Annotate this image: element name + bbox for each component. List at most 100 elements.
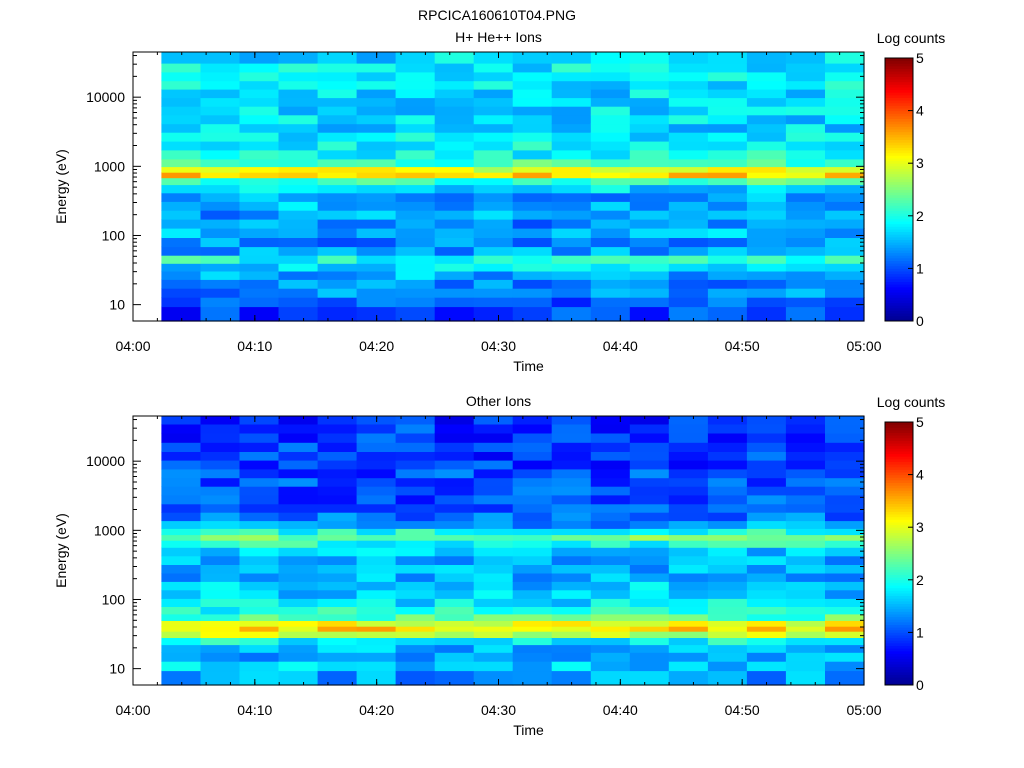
spectrogram-cell bbox=[785, 547, 826, 557]
spectrogram-cell bbox=[551, 106, 592, 116]
spectrogram-cell bbox=[278, 477, 319, 487]
spectrogram-cell bbox=[825, 263, 865, 272]
colorbar-segment bbox=[885, 464, 913, 468]
colorbar-segment bbox=[885, 656, 913, 660]
spectrogram-cell bbox=[395, 132, 436, 142]
spectrogram-cell bbox=[278, 534, 319, 541]
spectrogram-cell bbox=[551, 255, 592, 264]
spectrogram-cell bbox=[161, 423, 201, 434]
spectrogram-cell bbox=[278, 177, 319, 186]
colorbar-segment bbox=[885, 142, 913, 146]
spectrogram-cell bbox=[629, 652, 670, 662]
spectrogram-cell bbox=[512, 201, 553, 211]
spectrogram-cell bbox=[707, 97, 748, 107]
spectrogram-cell bbox=[356, 237, 397, 248]
spectrogram-cell bbox=[785, 184, 826, 194]
spectrogram-cell bbox=[317, 661, 358, 672]
spectrogram-cell bbox=[239, 255, 280, 264]
spectrogram-cell bbox=[629, 644, 670, 653]
spectrogram-cell bbox=[239, 564, 280, 574]
x-tick-label: 04:50 bbox=[725, 338, 760, 354]
spectrogram-cell bbox=[512, 520, 553, 529]
spectrogram-cell bbox=[785, 306, 826, 322]
spectrogram-cell bbox=[395, 477, 436, 487]
spectrogram-cell bbox=[590, 237, 631, 248]
spectrogram-cell bbox=[317, 255, 358, 264]
spectrogram-cell bbox=[590, 80, 631, 90]
spectrogram-cell bbox=[395, 432, 436, 443]
spectrogram-cell bbox=[200, 468, 241, 479]
spectrogram-cell bbox=[512, 620, 553, 627]
spectrogram-cell bbox=[356, 661, 397, 672]
spectrogram-cell bbox=[473, 637, 514, 646]
spectrogram-cell bbox=[551, 512, 592, 522]
spectrogram-cell bbox=[317, 149, 358, 160]
spectrogram-cell bbox=[551, 652, 592, 662]
spectrogram-cell bbox=[473, 306, 514, 322]
colorbar-tick-label: 5 bbox=[916, 414, 924, 430]
colorbar-segment bbox=[885, 682, 913, 686]
spectrogram-cell bbox=[356, 486, 397, 496]
y-tick-label: 100 bbox=[102, 227, 126, 243]
spectrogram-cell bbox=[278, 166, 319, 173]
spectrogram-cell bbox=[434, 572, 475, 582]
spectrogram-cell bbox=[512, 192, 553, 202]
spectrogram-cell bbox=[239, 166, 280, 173]
spectrogram-cell bbox=[434, 219, 475, 229]
spectrogram-cell bbox=[473, 534, 514, 541]
spectrogram-cell bbox=[707, 89, 748, 99]
spectrogram-cell bbox=[278, 149, 319, 160]
spectrogram-cell bbox=[473, 288, 514, 298]
spectrogram-cell bbox=[317, 423, 358, 434]
spectrogram-cell bbox=[551, 192, 592, 202]
colorbar-segment bbox=[885, 160, 913, 164]
spectrogram-cell bbox=[395, 106, 436, 116]
spectrogram-cell bbox=[161, 123, 201, 133]
spectrogram-cell bbox=[356, 644, 397, 653]
spectrogram-cell bbox=[239, 297, 280, 308]
spectrogram-cell bbox=[239, 210, 280, 220]
spectrogram-cell bbox=[629, 564, 670, 574]
spectrogram-cell bbox=[707, 80, 748, 90]
spectrogram-cell bbox=[785, 114, 826, 125]
spectrogram-cell bbox=[551, 237, 592, 248]
spectrogram-cell bbox=[629, 503, 670, 513]
spectrogram-cell bbox=[434, 626, 475, 632]
spectrogram-cell bbox=[551, 177, 592, 186]
spectrogram-cell bbox=[239, 613, 280, 621]
spectrogram-cell bbox=[629, 106, 670, 116]
spectrogram-cell bbox=[395, 237, 436, 248]
spectrogram-cell bbox=[161, 503, 201, 513]
spectrogram-cell bbox=[317, 534, 358, 541]
spectrogram-cell bbox=[707, 228, 748, 238]
colorbar-segment bbox=[885, 624, 913, 628]
spectrogram-cell bbox=[785, 192, 826, 202]
spectrogram-cell bbox=[707, 263, 748, 272]
spectrogram-cell bbox=[590, 279, 631, 289]
spectrogram-cell bbox=[395, 670, 436, 686]
spectrogram-cell bbox=[629, 432, 670, 443]
spectrogram-cell bbox=[434, 297, 475, 308]
spectrogram-cell bbox=[825, 192, 865, 202]
spectrogram-cell bbox=[707, 177, 748, 186]
h-he-colorbar: 0 1 2 3 4 5 Log counts bbox=[877, 30, 946, 329]
colorbar-segment bbox=[885, 155, 913, 159]
spectrogram-cell bbox=[200, 219, 241, 229]
colorbar-segment bbox=[885, 121, 913, 125]
spectrogram-cell bbox=[161, 210, 201, 220]
colorbar-segment bbox=[885, 508, 913, 512]
colorbar-segment bbox=[885, 163, 913, 167]
spectrogram-cell bbox=[161, 263, 201, 272]
colorbar-segment bbox=[885, 669, 913, 673]
spectrogram-cell bbox=[356, 172, 397, 179]
spectrogram-cell bbox=[395, 512, 436, 522]
x-tick-label: 04:30 bbox=[481, 338, 516, 354]
spectrogram-cell bbox=[473, 201, 514, 211]
spectrogram-cell bbox=[707, 503, 748, 513]
spectrogram-cell bbox=[668, 255, 709, 264]
x-tick-label: 04:00 bbox=[115, 702, 150, 718]
spectrogram-cell bbox=[512, 606, 553, 615]
spectrogram-cell bbox=[239, 71, 280, 82]
spectrogram-cell bbox=[200, 279, 241, 289]
spectrogram-cell bbox=[512, 132, 553, 142]
